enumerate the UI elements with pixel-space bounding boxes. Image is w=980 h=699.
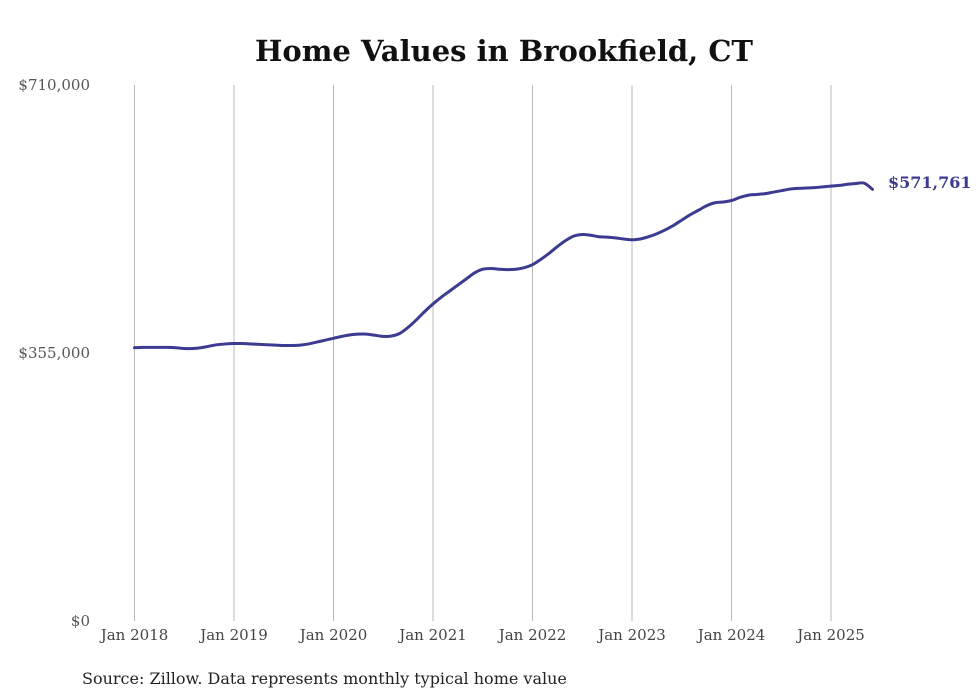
end-value-label: $571,761	[888, 173, 972, 192]
x-tick-label: Jan 2021	[397, 626, 467, 644]
x-axis-ticks: Jan 2018 Jan 2019 Jan 2020 Jan 2021 Jan 2022…	[99, 626, 865, 644]
y-tick-label: $355,000	[18, 344, 90, 362]
x-tick-label: Jan 2020	[298, 626, 368, 644]
x-tick-label: Jan 2025	[795, 626, 865, 644]
x-tick-label: Jan 2023	[596, 626, 666, 644]
series-line	[133, 181, 874, 351]
vertical-grid	[134, 85, 832, 621]
x-tick-label: Jan 2022	[497, 626, 567, 644]
x-tick-label: Jan 2019	[198, 626, 268, 644]
y-axis-ticks: $0 $355,000 $710,000	[18, 76, 90, 630]
chart-title: Home Values in Brookfield, CT	[255, 34, 753, 68]
x-tick-label: Jan 2018	[99, 626, 169, 644]
y-tick-label: $0	[71, 612, 90, 630]
x-tick-label: Jan 2024	[696, 626, 766, 644]
source-note: Source: Zillow. Data represents monthly …	[82, 669, 567, 688]
y-tick-label: $710,000	[18, 76, 90, 94]
